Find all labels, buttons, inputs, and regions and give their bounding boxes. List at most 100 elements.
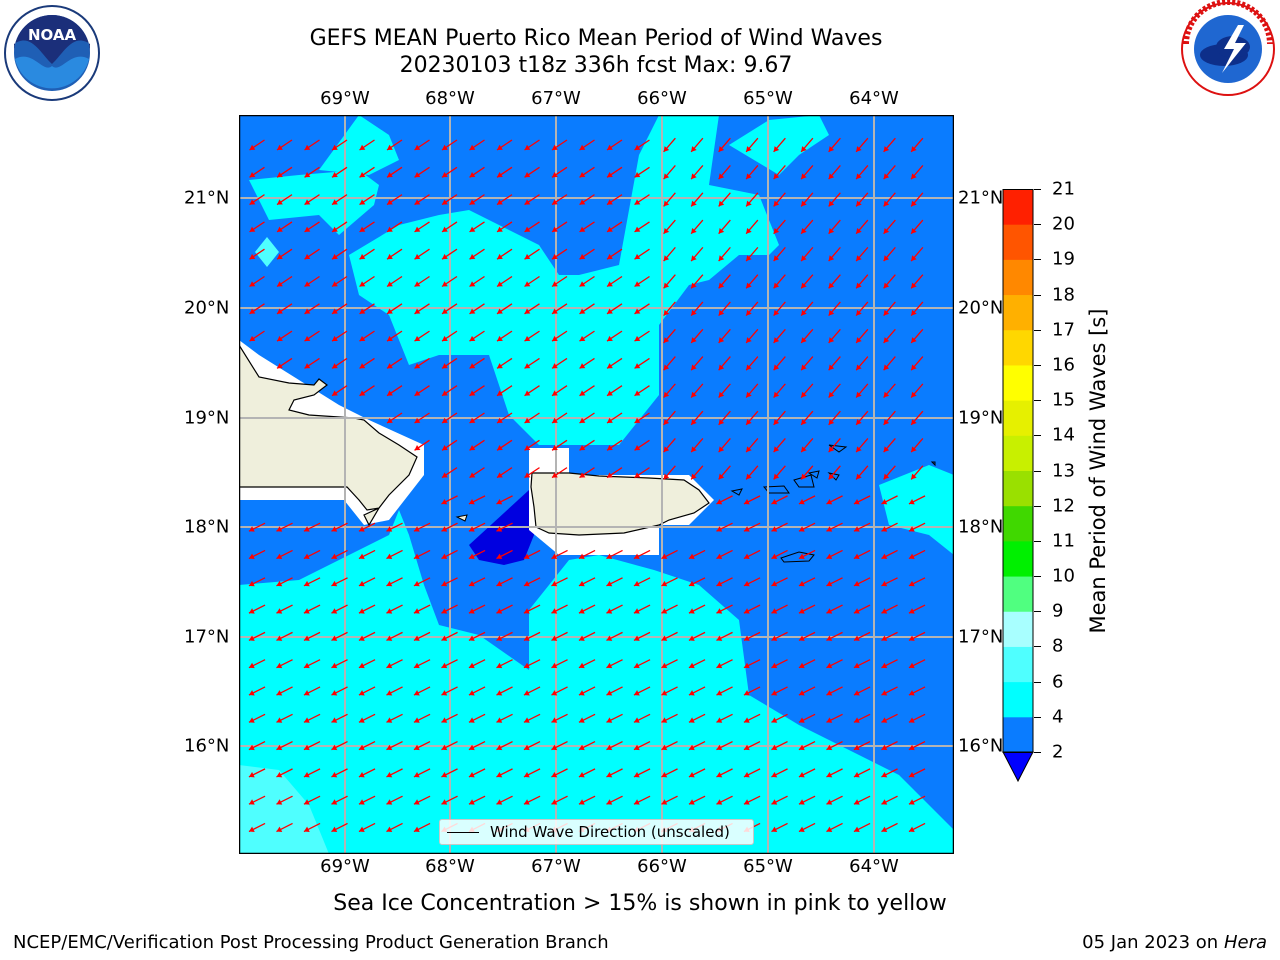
wave-direction-arrowhead (552, 445, 558, 451)
wave-direction-arrowhead (661, 799, 668, 805)
wave-direction-arrowhead (881, 744, 888, 751)
wave-direction-arrowhead (551, 580, 558, 587)
wave-direction-arrowhead (908, 526, 915, 532)
wave-direction-arrowhead (497, 363, 503, 369)
wave-direction-arrowhead (773, 173, 780, 180)
wave-direction-arrowhead (249, 308, 256, 314)
wave-direction-arrowhead (607, 172, 613, 178)
wave-direction-arrowhead (469, 472, 476, 478)
lon-label-bottom: 69°W (320, 856, 370, 877)
lat-label-right: 18°N (958, 516, 1004, 538)
wave-direction-arrowhead (771, 526, 778, 532)
wave-direction-arrowhead (828, 309, 835, 316)
wave-direction-arrowhead (551, 635, 558, 641)
footer-host: Hera (1223, 932, 1267, 953)
wave-direction-arrowhead (277, 308, 283, 314)
colorbar-segment (1003, 681, 1033, 718)
wave-direction-arrowhead (911, 173, 917, 180)
wave-direction-arrowhead (856, 173, 862, 180)
wave-direction-arrowhead (303, 690, 310, 696)
wave-direction-arrowhead (441, 553, 448, 559)
wave-direction-arrowhead (798, 499, 805, 505)
wave-direction-arrowhead (908, 690, 915, 696)
colorbar-segment (1003, 716, 1033, 753)
wind-wave-arrows (248, 137, 926, 833)
colorbar-tick-mark (1034, 189, 1041, 190)
wave-direction-arrowhead (828, 282, 835, 289)
wave-direction-arrowhead (661, 635, 668, 641)
wave-direction-arrowhead (773, 255, 780, 262)
wave-direction-arrowhead (277, 199, 283, 205)
wave-direction-arrowhead (552, 226, 558, 232)
wave-direction-arrowhead (469, 281, 476, 287)
wave-direction-arrowhead (853, 553, 860, 559)
wave-direction-arrowhead (414, 281, 421, 287)
wave-direction-arrowhead (826, 635, 833, 641)
wave-direction-arrowhead (249, 335, 256, 342)
wave-direction-arrowhead (358, 799, 365, 805)
wave-direction-arrowhead (826, 772, 833, 778)
wave-direction-arrowhead (469, 445, 476, 451)
wave-direction-arrowhead (607, 445, 613, 451)
wave-direction-arrowhead (881, 717, 888, 723)
wave-direction-arrowhead (801, 227, 807, 234)
wave-direction-arrowhead (249, 226, 256, 232)
wave-direction-arrowhead (552, 472, 558, 478)
wave-direction-arrowhead (332, 199, 338, 205)
wave-direction-arrowhead (746, 282, 752, 289)
wave-direction-arrowhead (908, 580, 915, 587)
wave-direction-arrowhead (911, 227, 917, 234)
wave-direction-arrowhead (661, 662, 668, 669)
wave-direction-arrowhead (497, 472, 503, 478)
wave-direction-arrowhead (911, 391, 917, 398)
wave-direction-arrowhead (801, 446, 807, 453)
wave-direction-arrowhead (387, 390, 393, 396)
wave-direction-arrowhead (716, 635, 723, 641)
wave-direction-arrowhead (524, 363, 531, 369)
colorbar-tick-mark (1034, 540, 1041, 542)
wave-direction-arrowhead (331, 744, 338, 751)
wave-direction-arrowhead (908, 826, 915, 832)
wave-direction-arrowhead (331, 662, 338, 669)
wave-direction-arrowhead (661, 717, 668, 723)
wave-direction-arrowhead (579, 363, 586, 369)
wave-direction-arrowhead (607, 199, 613, 205)
wave-direction-arrowhead (552, 417, 558, 423)
wave-direction-arrowhead (826, 690, 833, 696)
wave-direction-arrowhead (663, 227, 670, 234)
wave-direction-arrowhead (606, 662, 613, 669)
wave-direction-arrowhead (634, 417, 641, 423)
wave-direction-arrowhead (718, 200, 725, 207)
wave-direction-arrowhead (551, 799, 558, 805)
wave-direction-arrowhead (606, 635, 613, 641)
colorbar-segment (1003, 646, 1033, 683)
wave-direction-arrowhead (606, 553, 613, 559)
wave-direction-arrowhead (551, 608, 558, 614)
wave-direction-arrowhead (442, 390, 448, 396)
wave-direction-arrowhead (277, 281, 283, 287)
wave-period-map (239, 115, 954, 854)
colorbar-segment (1003, 505, 1033, 542)
wave-direction-arrowhead (798, 608, 805, 614)
wave-direction-arrowhead (716, 553, 723, 559)
lon-label-top: 68°W (425, 88, 475, 109)
colorbar-tick-mark (1034, 224, 1041, 226)
legend-label: Wind Wave Direction (unscaled) (490, 823, 730, 841)
wave-direction-arrowhead (798, 662, 805, 669)
wave-direction-arrowhead (634, 445, 641, 451)
wave-direction-arrowhead (688, 553, 695, 559)
wave-direction-arrowhead (387, 335, 393, 342)
wave-direction-arrowhead (881, 608, 888, 614)
wave-direction-arrowhead (469, 363, 476, 369)
wave-direction-arrowhead (856, 146, 862, 152)
wave-direction-arrowhead (771, 608, 778, 614)
wave-direction-arrowhead (661, 772, 668, 778)
wave-direction-arrowhead (303, 553, 310, 559)
wave-direction-arrowhead (883, 146, 890, 152)
wave-direction-arrowhead (828, 227, 835, 234)
wave-direction-arrowhead (413, 553, 420, 559)
wave-direction-arrowhead (828, 146, 835, 152)
wave-direction-arrowhead (332, 308, 338, 314)
colorbar-tick-mark (1034, 752, 1041, 753)
wave-direction-arrowhead (276, 580, 283, 587)
